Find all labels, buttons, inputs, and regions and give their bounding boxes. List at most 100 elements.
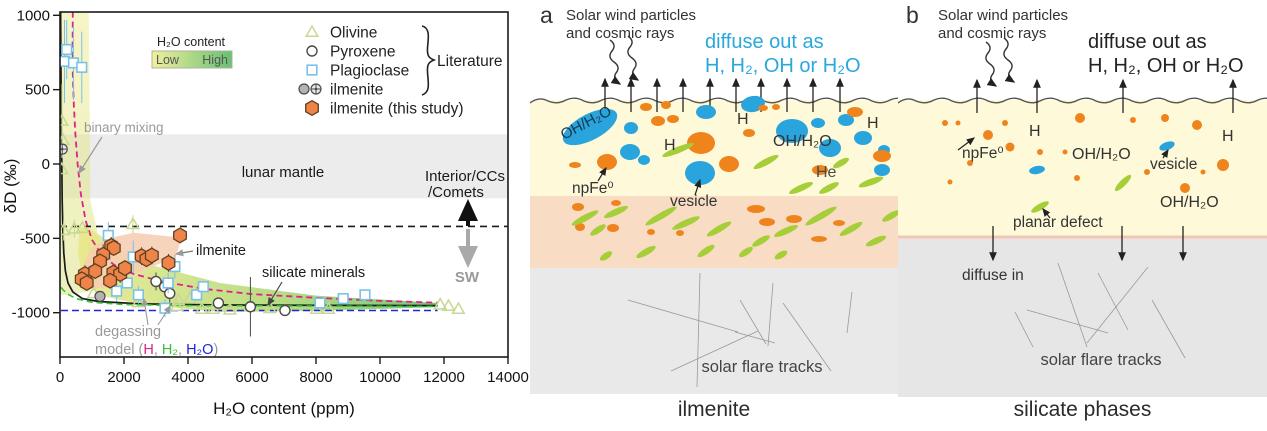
x-tick-label: 10000	[359, 369, 401, 386]
planar-defect-sliver	[697, 244, 715, 258]
x-tick-label: 14000	[487, 369, 529, 386]
diffuse-out-text: H, H₂, OH or H₂O	[1088, 55, 1244, 77]
diagram-label: OH/H₂O	[1160, 194, 1219, 211]
npfe-blob	[743, 129, 755, 137]
planar-defect-sliver	[571, 210, 599, 226]
solar-wind-text: and cosmic rays	[566, 25, 674, 42]
legend-group-label: Literature	[437, 53, 502, 70]
olivine-point	[262, 300, 278, 314]
solar-flare-track	[1057, 262, 1088, 348]
legend-marker-3	[298, 83, 322, 95]
interior-label-2: /Comets	[428, 184, 484, 201]
planar-defect-sliver	[662, 142, 694, 158]
marker-circle-plus	[310, 83, 322, 95]
diagram-label: planar defect	[1013, 214, 1103, 231]
planar-defect-sliver	[882, 210, 898, 222]
water-blob	[696, 105, 716, 119]
solar-flare-track	[846, 291, 853, 334]
layer-1	[898, 237, 1267, 397]
npfe-dot	[1002, 120, 1008, 126]
olivine-point	[125, 216, 141, 230]
panel-a-caption: ilmenite	[677, 398, 751, 421]
water-blob	[624, 122, 638, 134]
diagram-label: vesicle	[670, 193, 717, 210]
npfe-blob	[607, 224, 619, 232]
cosmic-ray-squiggle-arrow	[1003, 37, 1016, 83]
water-blob	[838, 114, 854, 126]
water-blob	[874, 164, 890, 176]
y-axis-label: δD (‰)	[1, 159, 20, 214]
npfe-blob	[772, 104, 780, 110]
solar-flare-track	[1097, 272, 1129, 331]
diagram-label: diffuse in	[962, 267, 1024, 284]
water-blob	[1159, 141, 1175, 151]
npfe-blob	[812, 165, 828, 175]
legend: H₂O content Low High Olivine Pyroxene Plagioc…	[151, 24, 502, 118]
label-pointer-arrow	[1161, 148, 1169, 159]
solar-wind-text: Solar wind particles	[566, 7, 696, 24]
y-tick-label: 500	[25, 82, 50, 99]
planar-defect-sliver	[753, 154, 779, 170]
cosmic-ray-squiggle-arrow	[985, 41, 998, 87]
sw-label: SW	[455, 269, 480, 286]
solar-wind-text: and cosmic rays	[938, 25, 1046, 42]
planar-defect-sliver	[645, 206, 677, 226]
label-pointer-arrow	[1042, 208, 1051, 219]
diagram-label: npFe⁰	[572, 180, 614, 197]
npfe-dot	[942, 120, 948, 126]
pyroxene-point	[279, 304, 291, 317]
water-blob	[854, 131, 872, 145]
olivine-point	[60, 161, 69, 175]
planar-defect-sliver	[672, 216, 700, 230]
cosmic-ray-squiggle-arrow	[609, 39, 622, 85]
degassing-arrow-1	[141, 297, 149, 326]
solar-flare-track	[782, 302, 832, 372]
npfe-blob	[833, 220, 845, 226]
planar-defect-sliver	[819, 182, 839, 194]
lunar-mantle-label: lunar mantle	[242, 164, 325, 181]
npfe-dot	[1037, 149, 1043, 155]
ilmenite-label: ilmenite	[196, 243, 246, 259]
npfe-blob	[786, 215, 802, 223]
ilmenite-study-point	[106, 239, 121, 257]
panel-a-letter: a	[540, 2, 553, 28]
x-tick-label: 12000	[423, 369, 465, 386]
panel-b-letter: b	[906, 2, 919, 28]
water-blob	[562, 108, 618, 146]
diagram-label: He	[816, 164, 837, 181]
npfe-blob	[667, 115, 679, 123]
x-tick-label: 6000	[235, 369, 268, 386]
water-blob	[685, 161, 715, 185]
binary-mixing-arrow	[78, 136, 103, 175]
ilmenite-lit-gray-point	[94, 290, 106, 302]
x-tick-label: 2000	[107, 369, 140, 386]
ilmenite-study-point	[161, 254, 176, 271]
olivine-point	[194, 301, 209, 315]
ilmenite-arrow	[174, 249, 194, 257]
colorbar-high-label: High	[202, 53, 228, 67]
solar-flare-track	[670, 330, 759, 372]
surface-line	[898, 97, 1267, 104]
npfe-dot	[1130, 117, 1136, 123]
water-blob	[620, 144, 640, 160]
degassing-label-1: degassing	[95, 324, 161, 340]
label-pointer-arrow	[957, 137, 975, 151]
solar-wind-text: Solar wind particles	[938, 7, 1068, 24]
plagioclase-point	[314, 297, 326, 309]
ilmenite-study-point	[117, 260, 132, 277]
npfe-blob	[847, 107, 863, 117]
npfe-dot	[955, 120, 961, 126]
npfe-blob	[759, 218, 775, 226]
series-pyroxene	[150, 272, 291, 337]
solar-flare-track	[1026, 309, 1109, 334]
npfe-dot	[1217, 159, 1229, 171]
diagram-label: OH/H₂O	[773, 133, 832, 150]
npfe-blob	[747, 205, 765, 213]
ilmenite-study-point	[173, 227, 187, 244]
planar-defect-sliver	[865, 235, 887, 247]
diagram-label: H	[664, 137, 676, 154]
olivine-point	[451, 301, 466, 315]
water-blob	[1029, 165, 1045, 175]
ilmenite-study-point	[79, 274, 94, 292]
